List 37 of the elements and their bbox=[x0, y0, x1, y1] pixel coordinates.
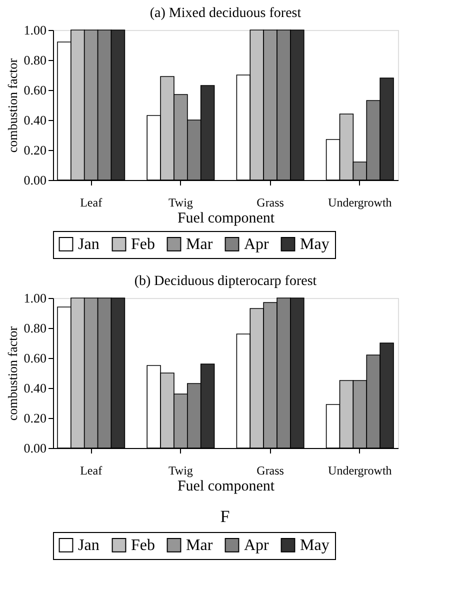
x-axis-title: Fuel component bbox=[177, 478, 276, 494]
y-tick-label: 0.40 bbox=[24, 112, 46, 128]
x-tick-label: Twig bbox=[168, 464, 193, 478]
y-tick-label: 0.20 bbox=[24, 410, 46, 426]
y-tick-label: 0.60 bbox=[24, 82, 46, 98]
y-tick-label: 0.00 bbox=[24, 172, 46, 188]
y-tick-label: 0.60 bbox=[24, 350, 46, 366]
legend-label: Feb bbox=[131, 236, 155, 254]
x-tick-label: Undergrowth bbox=[328, 196, 392, 210]
legend-label: Apr bbox=[244, 236, 270, 254]
legend-label: May bbox=[300, 537, 330, 554]
y-tick-label: 0.00 bbox=[24, 440, 46, 456]
legend-label: Mar bbox=[186, 537, 214, 554]
text: F bbox=[220, 507, 230, 526]
x-tick-label: Leaf bbox=[80, 196, 102, 210]
chart-title: (a) Mixed deciduous forest bbox=[150, 6, 302, 21]
x-tick-label: Undergrowth bbox=[328, 464, 392, 478]
y-tick-label: 0.80 bbox=[24, 52, 46, 68]
legend-label: Feb bbox=[131, 537, 155, 554]
x-axis-title: Fuel component bbox=[177, 210, 276, 226]
y-tick-label: 0.80 bbox=[24, 320, 46, 336]
y-tick-label: 0.20 bbox=[24, 142, 46, 158]
legend-label: Jan bbox=[78, 236, 100, 254]
x-tick-label: Leaf bbox=[80, 464, 102, 478]
legend-label: Mar bbox=[186, 236, 214, 254]
y-tick-label: 1.00 bbox=[24, 290, 46, 306]
y-axis-title: combustion factor bbox=[4, 326, 20, 421]
x-tick-label: Twig bbox=[168, 196, 193, 210]
chart-title: (b) Deciduous dipterocarp forest bbox=[134, 274, 317, 289]
y-axis-title: combustion factor bbox=[4, 58, 20, 153]
x-tick-label: Grass bbox=[256, 464, 284, 478]
legend-label: Jan bbox=[78, 537, 100, 554]
x-tick-label: Grass bbox=[256, 196, 284, 210]
legend-label: May bbox=[300, 236, 330, 254]
legend-label: Apr bbox=[244, 537, 270, 554]
y-tick-label: 1.00 bbox=[24, 22, 46, 38]
y-tick-label: 0.40 bbox=[24, 380, 46, 396]
